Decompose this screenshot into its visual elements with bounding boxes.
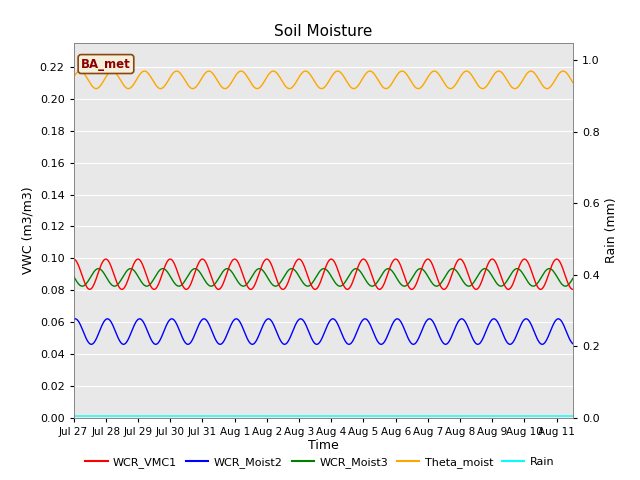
Legend: WCR_VMC1, WCR_Moist2, WCR_Moist3, Theta_moist, Rain: WCR_VMC1, WCR_Moist2, WCR_Moist3, Theta_… [81, 452, 559, 472]
Text: BA_met: BA_met [81, 58, 131, 71]
X-axis label: Time: Time [308, 439, 339, 453]
Title: Soil Moisture: Soil Moisture [274, 24, 372, 39]
Y-axis label: VWC (m3/m3): VWC (m3/m3) [21, 187, 34, 274]
Y-axis label: Rain (mm): Rain (mm) [605, 198, 618, 263]
